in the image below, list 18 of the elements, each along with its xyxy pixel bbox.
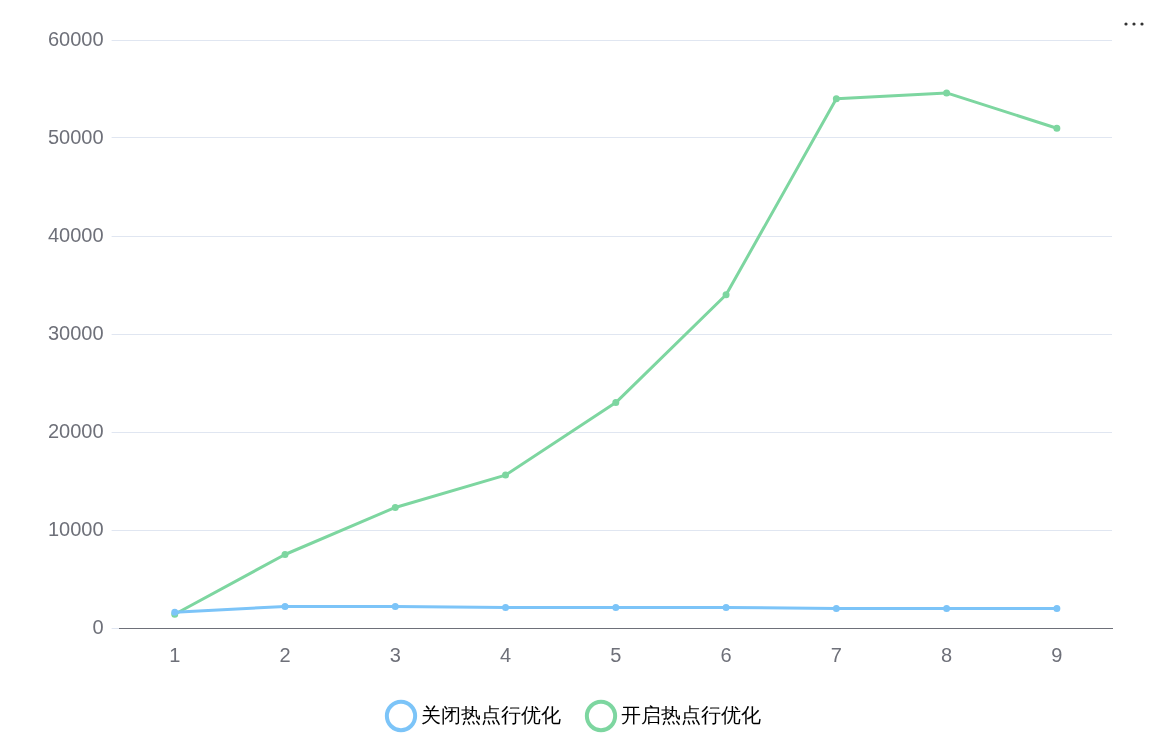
x-tick-label: 5 [610, 643, 622, 666]
y-tick-label: 20000 [47, 419, 104, 442]
legend-label: 开启热点行优化 [621, 703, 761, 726]
x-tick-label: 8 [941, 643, 953, 666]
y-tick-label: 40000 [47, 223, 104, 246]
y-tick-label: 30000 [47, 321, 104, 344]
x-tick-label: 6 [720, 643, 732, 666]
y-tick-label: 0 [92, 615, 104, 638]
x-tick-label: 3 [389, 643, 401, 666]
x-tick-label: 1 [169, 643, 181, 666]
x-tick-label: 4 [499, 643, 512, 666]
y-tick-label: 60000 [47, 27, 104, 50]
x-tick-label: 7 [830, 643, 842, 666]
y-tick-label: 10000 [47, 517, 104, 540]
x-tick-label: 9 [1051, 643, 1063, 666]
y-tick-label: 50000 [47, 125, 104, 148]
legend-label: 关闭热点行优化 [421, 703, 561, 726]
x-tick-label: 2 [279, 643, 291, 666]
